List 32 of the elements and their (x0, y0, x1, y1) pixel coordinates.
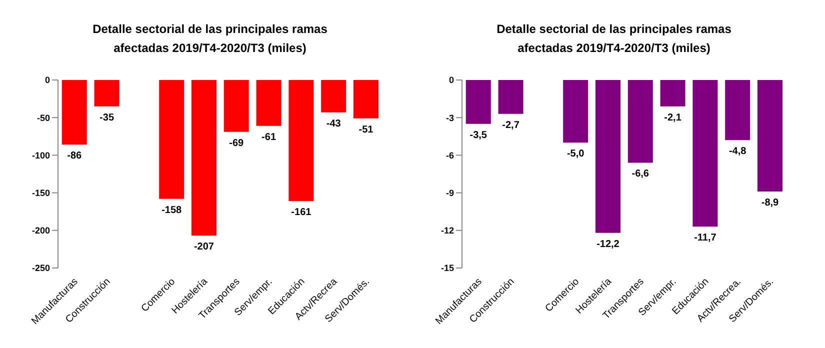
data-label: -3,5 (470, 130, 488, 141)
data-label: -35 (100, 112, 114, 124)
y-tick-label: 0 (44, 75, 50, 86)
y-tick-label: -3 (446, 112, 454, 123)
data-label: -12,2 (596, 238, 620, 250)
data-label: -161 (291, 207, 312, 218)
data-label: -2,1 (664, 112, 682, 124)
y-tick-label: -250 (32, 263, 50, 274)
y-tick-label: -15 (440, 263, 454, 274)
y-tick-label: -100 (32, 150, 50, 160)
y-tick-label: -9 (446, 188, 454, 198)
y-tick-label: -150 (32, 188, 50, 198)
chart-title: Detalle sectorial de las principales ramas afectadas 2019/T4-2020/T3 (miles) (92, 21, 328, 57)
data-label: -43 (326, 118, 342, 130)
y-tick-label: -12 (440, 226, 454, 236)
data-label: -5,0 (566, 148, 585, 160)
data-label: -4,8 (728, 146, 747, 158)
data-label: -158 (162, 204, 182, 216)
data-label: -51 (358, 124, 374, 136)
data-label: -86 (67, 150, 82, 162)
data-label: -207 (194, 242, 214, 253)
data-label: -11,7 (694, 232, 717, 244)
data-label: -61 (262, 132, 276, 143)
chart-title: Detalle sectorial de las principales ramas afectadas 2019/T4-2020/T3 (miles) (496, 21, 732, 57)
data-label: -8,9 (761, 198, 780, 209)
data-label: -2,7 (502, 120, 520, 131)
data-label: -6,6 (632, 168, 650, 180)
y-tick-label: -50 (36, 112, 50, 123)
y-tick-label: 0 (448, 75, 454, 86)
y-tick-label: -6 (446, 150, 454, 160)
data-label: -69 (229, 138, 244, 149)
y-tick-label: -200 (32, 226, 50, 236)
